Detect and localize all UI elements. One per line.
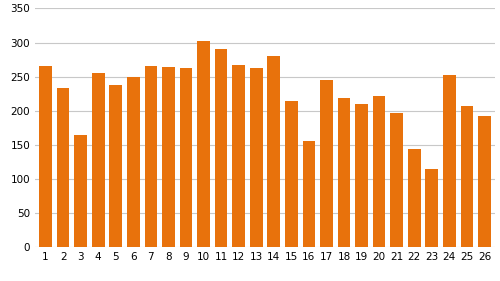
Bar xyxy=(408,149,420,247)
Bar xyxy=(232,65,245,247)
Bar xyxy=(250,69,262,247)
Bar xyxy=(144,66,157,247)
Bar xyxy=(478,115,491,247)
Bar xyxy=(110,85,122,247)
Bar xyxy=(355,104,368,247)
Bar xyxy=(74,135,87,247)
Bar xyxy=(426,169,438,247)
Bar xyxy=(127,77,140,247)
Bar xyxy=(180,69,192,247)
Bar xyxy=(443,75,456,247)
Bar xyxy=(197,41,210,247)
Bar xyxy=(92,73,104,247)
Bar xyxy=(39,66,52,247)
Bar xyxy=(162,67,175,247)
Bar xyxy=(390,113,403,247)
Bar xyxy=(302,141,315,247)
Bar xyxy=(268,56,280,247)
Bar xyxy=(460,106,473,247)
Bar xyxy=(373,96,386,247)
Bar xyxy=(320,80,333,247)
Bar xyxy=(215,49,228,247)
Bar xyxy=(338,98,350,247)
Bar xyxy=(285,101,298,247)
Bar xyxy=(57,88,70,247)
